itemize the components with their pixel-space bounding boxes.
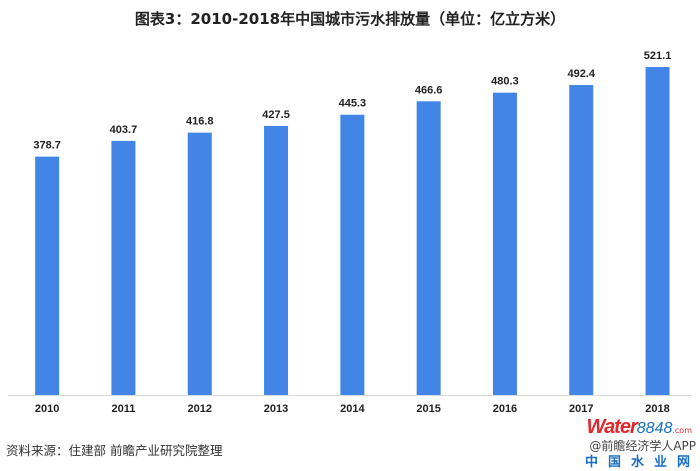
x-tick-2016: 2016 — [493, 403, 517, 415]
data-label-2018: 521.1 — [644, 50, 672, 62]
data-label-2017: 492.4 — [567, 68, 595, 80]
source-note: 资料来源：住建部 前瞻产业研究院整理 — [6, 443, 223, 458]
bar-2016 — [492, 92, 517, 395]
bar-chart: 378.7 2010 403.7 2011 416.8 2012 427.5 2013 445.… — [8, 50, 692, 415]
bar-2017 — [569, 85, 594, 395]
logo-cn: 中国水业网 — [584, 455, 700, 470]
x-tick-2015: 2015 — [416, 403, 440, 415]
data-label-2016: 480.3 — [491, 76, 519, 88]
x-tick-2017: 2017 — [569, 403, 593, 415]
chart-title: 图表3：2010-2018年中国城市污水排放量（单位：亿立方米） — [134, 10, 566, 28]
x-tick-2014: 2014 — [340, 403, 365, 415]
data-label-2011: 403.7 — [110, 124, 138, 136]
x-tick-2018: 2018 — [645, 403, 669, 415]
bar-2015 — [416, 101, 441, 396]
bar-2010 — [35, 156, 60, 395]
data-label-2013: 427.5 — [262, 109, 290, 121]
logo-num: 8848 — [636, 420, 673, 437]
x-tick-2012: 2012 — [188, 403, 212, 415]
logo-water: Water — [586, 416, 638, 438]
credit-watermark: @前瞻经济学人APP — [589, 439, 696, 453]
bar-2013 — [264, 125, 289, 395]
data-label-2012: 416.8 — [186, 116, 214, 128]
data-label-2014: 445.3 — [339, 98, 367, 110]
logo-com: .com — [672, 426, 692, 435]
bar-2018 — [645, 67, 670, 395]
x-tick-2010: 2010 — [35, 403, 59, 415]
bar-2011 — [111, 140, 136, 395]
x-tick-2011: 2011 — [112, 403, 136, 415]
x-tick-2013: 2013 — [264, 403, 288, 415]
water8848-logo: Water8848.com — [587, 416, 692, 438]
data-label-2010: 378.7 — [33, 140, 61, 152]
data-label-2015: 466.6 — [415, 84, 443, 96]
bar-2012 — [187, 132, 212, 395]
bar-2014 — [340, 114, 365, 396]
